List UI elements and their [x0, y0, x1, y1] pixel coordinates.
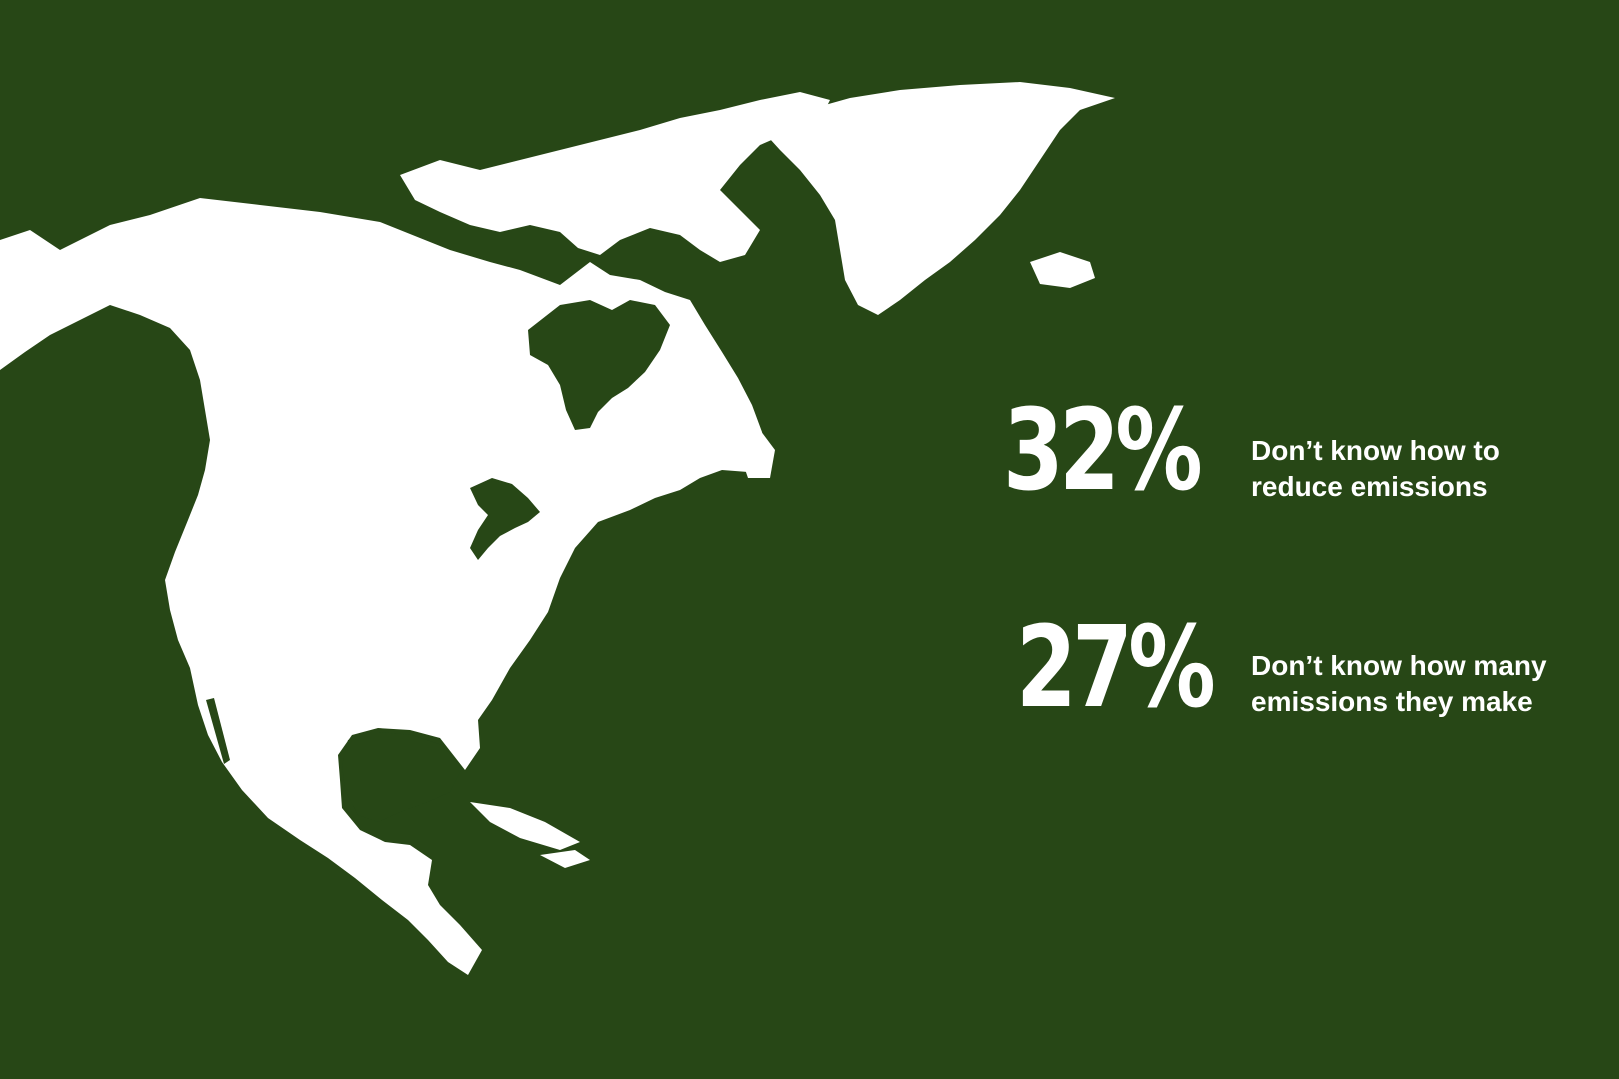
stat-description: Don’t know how many emissions they make — [1251, 648, 1547, 720]
newfoundland-shape — [735, 430, 775, 478]
gulf-of-mexico-shape — [342, 732, 462, 822]
stat-item: 32% Don’t know how to reduce emissions — [1003, 386, 1500, 516]
stat-percentage: 32% — [1003, 386, 1203, 516]
stat-description: Don’t know how to reduce emissions — [1251, 433, 1500, 505]
stat-description-line: Don’t know how many — [1251, 650, 1547, 681]
arctic-islands-shape — [400, 92, 830, 262]
stat-percentage: 27% — [1016, 603, 1216, 733]
hudson-bay-shape — [528, 300, 670, 430]
cuba-shape — [470, 802, 580, 850]
stat-item: 27% Don’t know how many emissions they m… — [1016, 603, 1547, 733]
gulf-of-california-shape — [206, 698, 230, 764]
stat-description-line: reduce emissions — [1251, 471, 1488, 502]
hispaniola-shape — [540, 850, 590, 868]
iceland-shape — [1030, 252, 1095, 288]
great-lakes-shape — [470, 478, 540, 560]
stat-description-line: Don’t know how to — [1251, 435, 1500, 466]
stat-description-line: emissions they make — [1251, 686, 1533, 717]
greenland-shape — [760, 82, 1115, 315]
